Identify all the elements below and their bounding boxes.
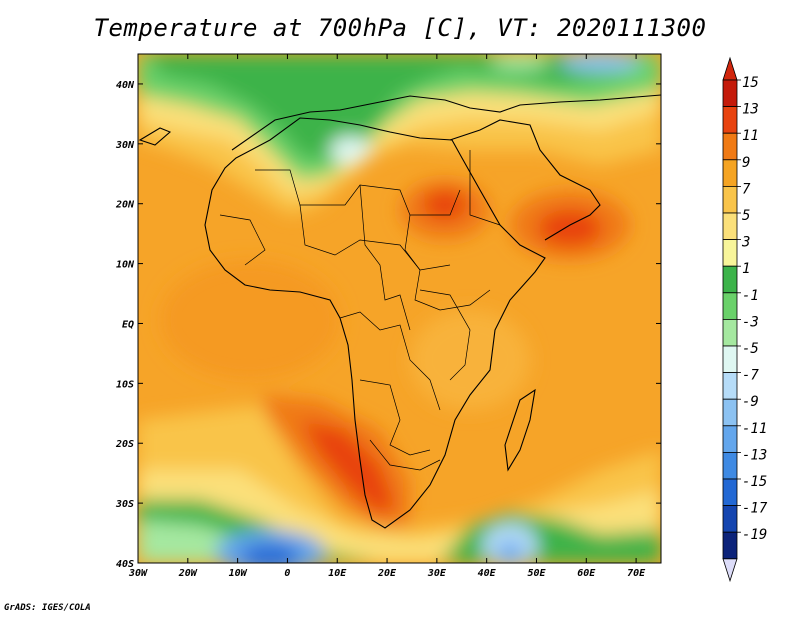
lon-tick-label: 20E (377, 568, 397, 579)
colorbar-swatch (722, 531, 738, 560)
lon-tick-label: 70E (627, 568, 646, 579)
lon-tick-label: 60E (577, 568, 596, 579)
colorbar-swatch (722, 372, 738, 400)
colorbar-swatch (722, 398, 738, 427)
lon-tick-label: 50E (527, 568, 546, 579)
colorbar-swatch (722, 185, 738, 214)
colorbar-labels: 15 13 11 9 7 5 3 1 -1 -3 -5 -7 -9 -11 -13 -15 -17 -19 (737, 75, 768, 543)
credit-text: GrADS: IGES/COLA (4, 603, 91, 613)
colorbar-label: -9 (742, 394, 759, 410)
colorbar-swatch (722, 159, 738, 187)
colorbar-bottom-triangle (722, 558, 738, 583)
colorbar-swatch (722, 478, 738, 507)
colorbar-label: 11 (742, 128, 759, 144)
lon-tick-label: 10E (328, 568, 347, 579)
colorbar-swatch (722, 292, 738, 320)
lat-tick-label: 20N (115, 200, 135, 211)
colorbar-swatch (722, 239, 738, 267)
lon-tick-label: 20W (178, 568, 198, 579)
colorbar-label: -15 (742, 474, 767, 490)
lat-tick-label: 30N (115, 140, 135, 151)
lat-tick-label: 10N (116, 260, 135, 271)
lon-tick-label: 30W (128, 568, 148, 579)
page-title: Temperature at 700hPa [C], VT: 202011130… (93, 14, 707, 42)
lon-tick-label: 10W (229, 568, 248, 579)
colorbar (722, 56, 738, 583)
colorbar-label: 1 (742, 261, 750, 277)
axis-ticks (137, 54, 661, 564)
lon-tick-labels: 30W 20W 10W 0 10E 20E 30E 40E 50E 60E 70E (128, 568, 646, 579)
lat-tick-label: 20S (115, 439, 134, 450)
plot-frame (137, 53, 662, 564)
colorbar-label: 7 (742, 181, 751, 197)
colorbar-label: -17 (742, 501, 768, 517)
lon-tick-label: 40E (478, 568, 497, 579)
colorbar-label: -11 (742, 421, 767, 437)
colorbar-swatch (722, 451, 738, 480)
lon-tick-label: 0 (284, 568, 290, 579)
colorbar-label: 5 (742, 208, 750, 224)
colorbar-label: -19 (742, 527, 767, 543)
lat-tick-label: 40N (116, 80, 135, 91)
colorbar-label: -3 (742, 314, 759, 330)
colorbar-label: -13 (742, 447, 767, 463)
colorbar-label: 13 (742, 102, 759, 118)
colorbar-top-triangle (722, 56, 738, 81)
colorbar-swatch (722, 505, 738, 533)
country-borders (219, 150, 501, 471)
colorbar-label: 3 (741, 235, 750, 251)
colorbar-swatch (722, 345, 738, 374)
lon-tick-label: 30E (427, 568, 447, 579)
lat-tick-label: 30S (115, 499, 134, 510)
colorbar-label: -1 (742, 288, 759, 304)
lat-tick-label: 10S (116, 379, 134, 390)
colorbar-swatch (722, 212, 738, 241)
temperature-field (138, 54, 661, 563)
colorbar-label: -7 (742, 368, 759, 384)
lat-tick-labels: 40N 30N 20N 10N EQ 10S 20S 30S 40S (115, 80, 135, 570)
coastlines (138, 94, 661, 529)
colorbar-swatch (722, 106, 738, 134)
colorbar-swatch (722, 265, 738, 294)
colorbar-label: 9 (742, 155, 750, 171)
colorbar-label: 15 (742, 75, 759, 91)
lat-tick-label: EQ (122, 319, 134, 330)
colorbar-swatch (722, 79, 738, 108)
lat-tick-label: 40S (116, 559, 134, 570)
colorbar-swatch (722, 132, 738, 161)
colorbar-label: -5 (742, 341, 759, 357)
colorbar-swatch (722, 425, 738, 453)
colorbar-swatch (722, 318, 738, 347)
